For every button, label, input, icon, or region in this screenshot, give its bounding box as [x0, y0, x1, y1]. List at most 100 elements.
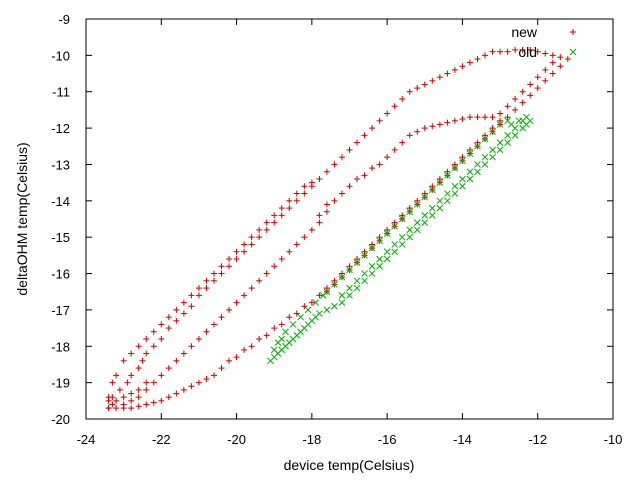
data-point-new [414, 85, 421, 92]
data-point-new [226, 256, 233, 262]
data-point-old [421, 193, 429, 201]
data-point-old [496, 121, 504, 128]
data-point-old [346, 284, 353, 292]
data-point-old [481, 161, 489, 168]
data-point-new [542, 50, 549, 57]
data-point-old [391, 222, 399, 230]
data-point-new [116, 386, 123, 393]
data-point-new [421, 81, 428, 88]
data-point-new [165, 394, 172, 401]
data-point-new [248, 285, 255, 292]
data-point-new [338, 270, 345, 277]
data-point-new [338, 154, 345, 161]
data-point-old [444, 197, 451, 205]
x-tick-label: -18 [302, 432, 321, 447]
data-point-new [150, 328, 157, 335]
data-point-new [128, 405, 135, 412]
data-point-old [413, 226, 421, 234]
legend-marker-new [570, 29, 576, 35]
series-new [105, 46, 571, 412]
data-point-old [436, 197, 444, 205]
data-point-new [519, 88, 526, 95]
data-point-new [180, 386, 187, 393]
data-point-new [323, 168, 330, 175]
data-point-new [534, 74, 541, 81]
data-point-new [210, 321, 217, 328]
data-point-new [203, 277, 210, 284]
data-point-old [338, 299, 346, 306]
data-point-new [165, 325, 172, 332]
y-axis-label: deltaOHM temp(Celsius) [14, 142, 30, 295]
y-tick-label: -9 [58, 12, 70, 27]
data-point-new [444, 168, 451, 175]
data-point-new [308, 299, 315, 306]
data-point-new [271, 325, 278, 332]
data-point-new [466, 146, 473, 153]
data-point-new [527, 92, 534, 99]
legend-label-new: new [511, 24, 538, 40]
data-point-old [282, 328, 289, 336]
data-point-new [278, 205, 285, 212]
data-point-new [376, 234, 383, 241]
data-point-new [512, 96, 519, 102]
data-point-new [278, 212, 285, 219]
data-point-new [256, 226, 263, 233]
y-axis-ticks: -9 -10 -11 -12 -13 -14 -15 -16 -17 -18 -19 -20 [51, 12, 613, 427]
data-point-old [406, 233, 414, 241]
data-point-new [414, 197, 421, 204]
data-point-old [466, 175, 474, 183]
data-point-new [369, 241, 376, 248]
data-point-new [444, 70, 451, 77]
data-point-new [444, 119, 451, 126]
data-point-new [429, 77, 436, 84]
data-point-new [459, 63, 466, 70]
y-tick-label: -11 [52, 85, 70, 100]
data-point-new [143, 379, 150, 386]
data-point-new [301, 303, 308, 310]
data-point-new [150, 399, 157, 406]
data-point-old [319, 292, 327, 299]
data-point-new [436, 121, 443, 128]
data-point-new [180, 350, 187, 357]
legend: new old [511, 24, 577, 60]
data-point-old [474, 161, 481, 168]
data-point-new [248, 343, 255, 350]
data-point-new [557, 63, 564, 70]
data-point-new [323, 208, 330, 215]
data-point-old [421, 219, 429, 226]
data-point-new [105, 397, 112, 404]
data-point-new [391, 219, 398, 226]
data-point-old [361, 270, 368, 277]
data-point-old [368, 262, 376, 270]
data-point-new [429, 183, 436, 190]
y-tick-label: -14 [51, 194, 70, 209]
data-point-old [489, 153, 496, 161]
data-point-new [399, 139, 406, 146]
data-point-new [376, 161, 383, 168]
data-point-new [135, 394, 142, 401]
data-point-new [150, 379, 157, 386]
data-point-old [376, 262, 383, 270]
data-point-new [263, 332, 270, 339]
data-point-new [504, 114, 511, 121]
data-point-new [248, 241, 255, 248]
data-point-old [428, 186, 436, 194]
x-tick-label: -14 [453, 432, 472, 447]
x-tick-label: -10 [604, 432, 623, 447]
data-point-old [376, 255, 383, 263]
data-point-new [406, 205, 413, 212]
x-axis-label: device temp(Celsius) [284, 457, 415, 473]
data-point-new [323, 285, 330, 292]
data-point-new [256, 336, 263, 342]
data-point-old [466, 168, 474, 176]
data-point-old [383, 255, 391, 263]
legend-marker-symbol-new [570, 29, 576, 35]
data-point-new [527, 46, 534, 53]
data-point-new [120, 405, 127, 412]
data-point-new [519, 46, 526, 53]
data-point-new [354, 139, 361, 146]
data-point-new [109, 401, 116, 408]
data-point-new [263, 270, 270, 277]
data-point-old [474, 168, 481, 176]
data-point-new [113, 397, 120, 404]
